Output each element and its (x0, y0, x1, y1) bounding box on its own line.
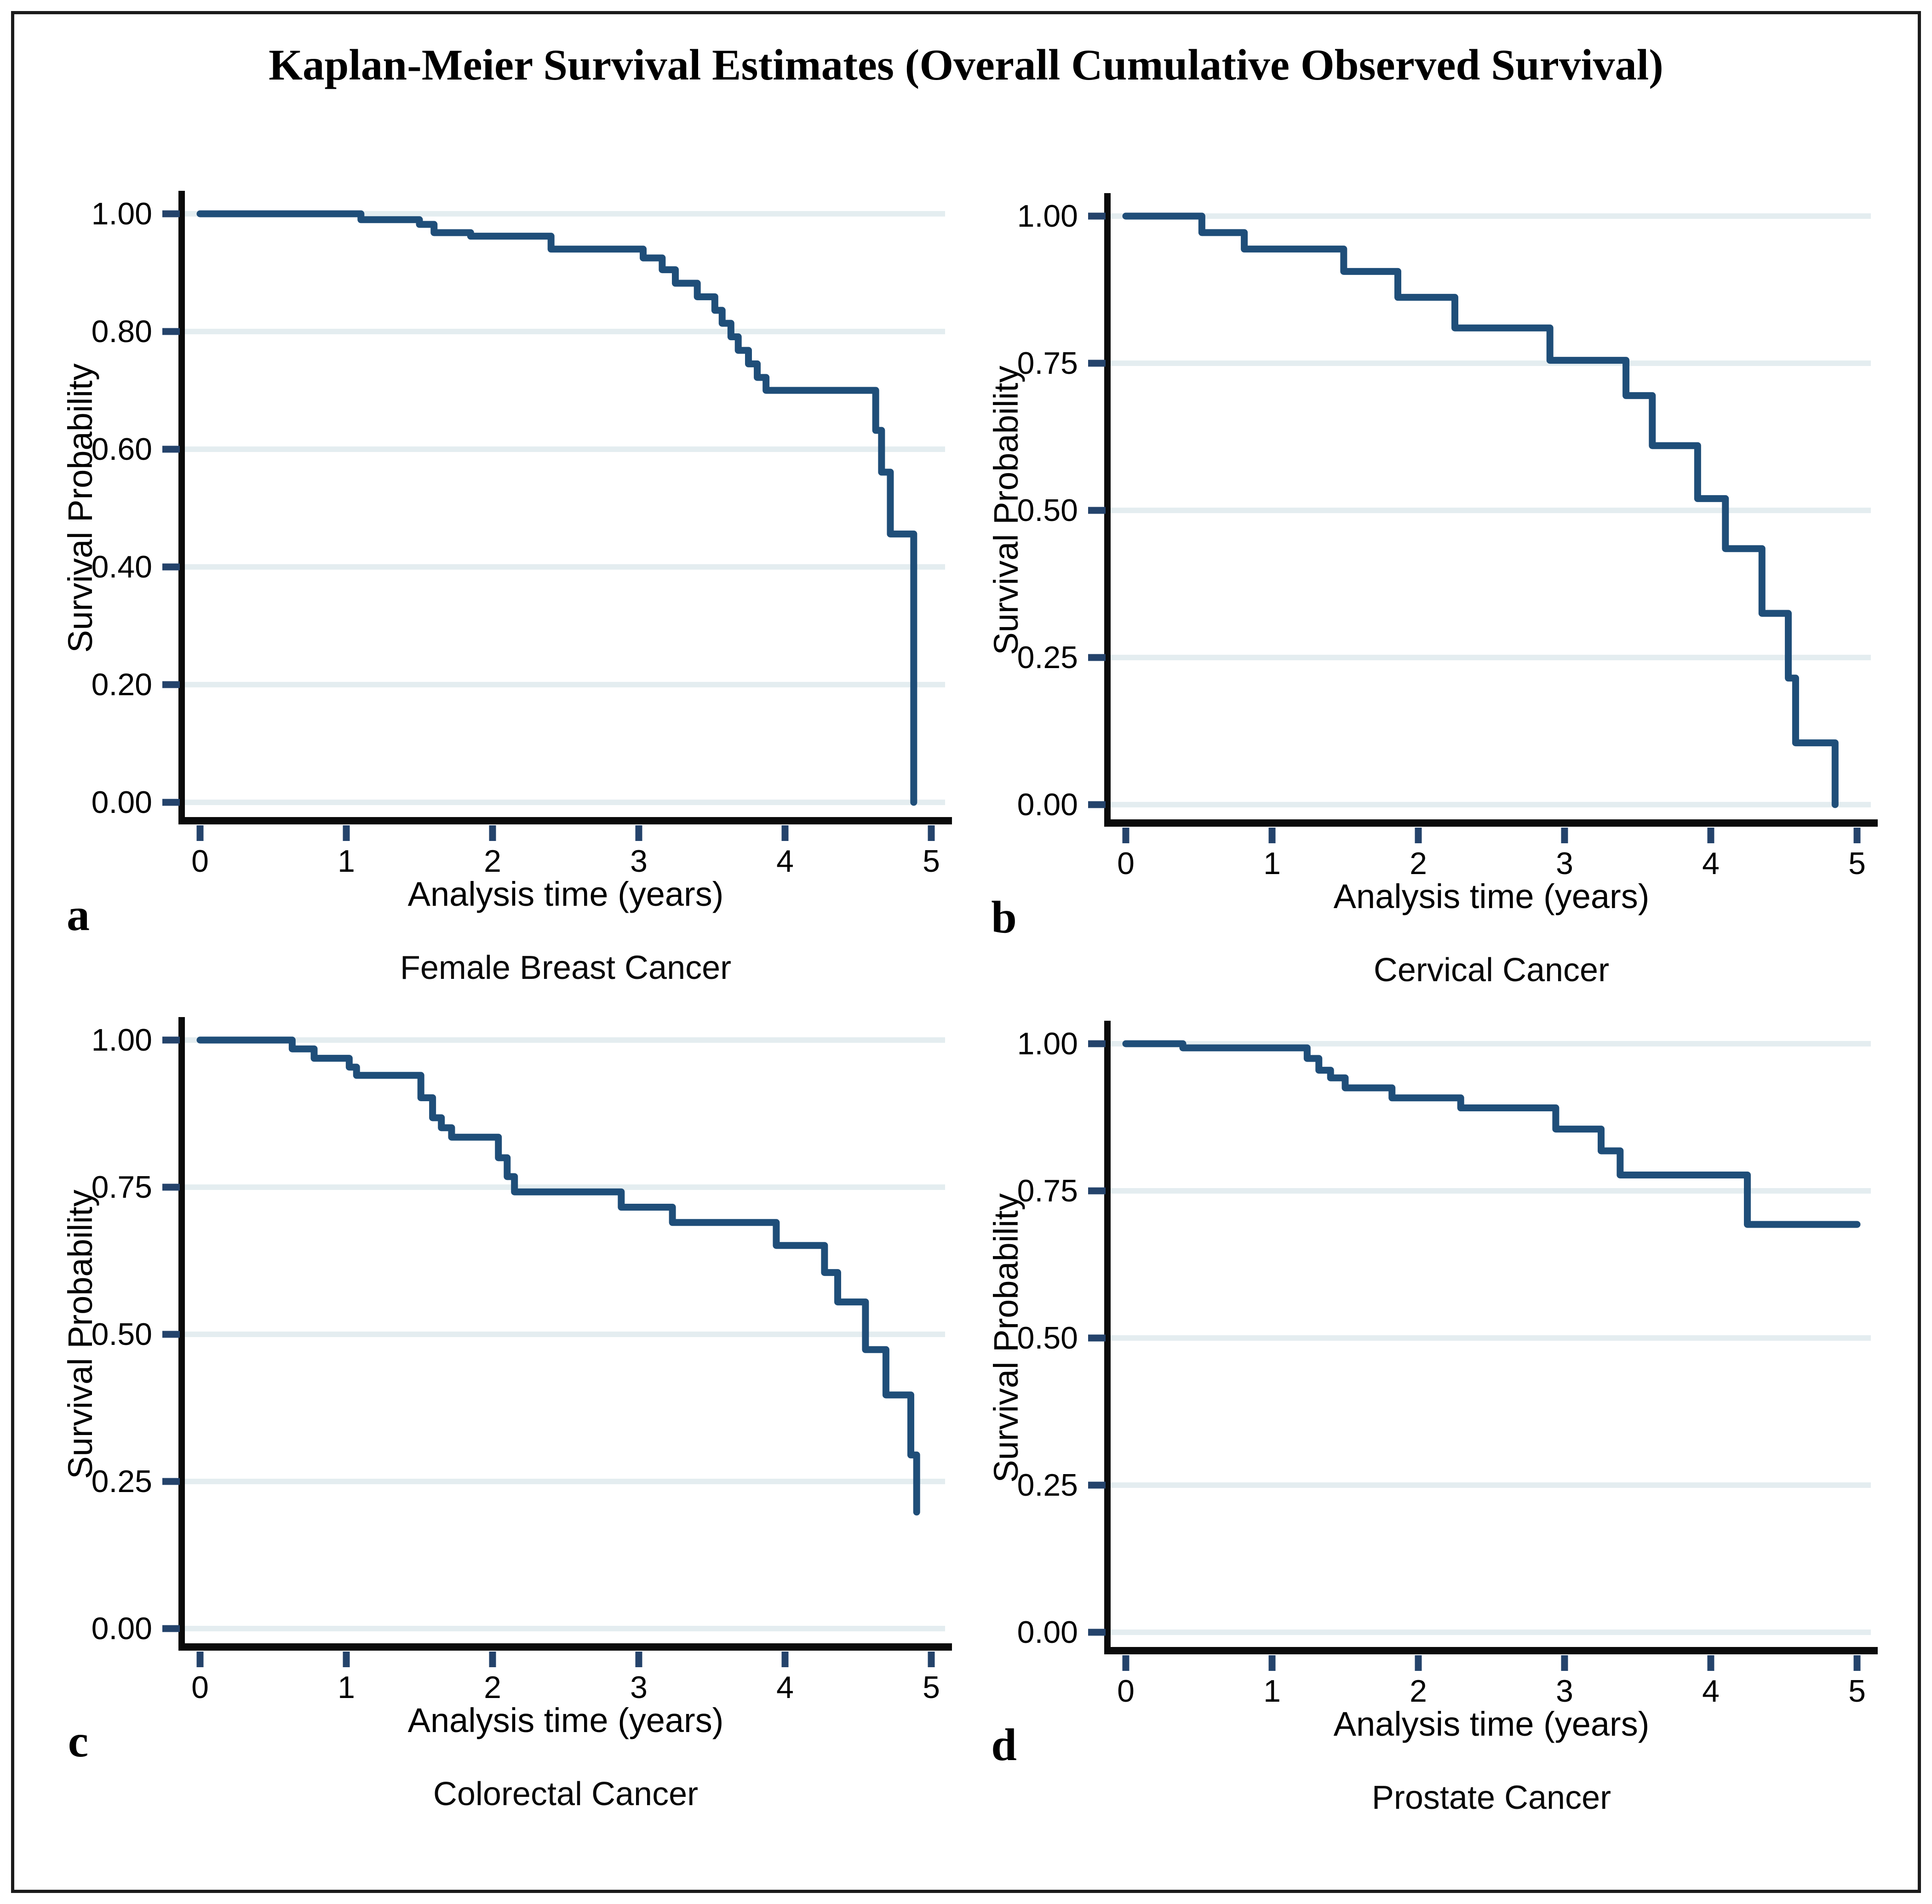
km-plot-breast: 0.00 0.20 0.40 0.60 0.80 1.00 0 1 2 3 4 5 (92, 191, 952, 879)
svg-text:0.50: 0.50 (92, 1317, 152, 1352)
svg-text:3: 3 (630, 844, 648, 879)
panel-subtitle: Colorectal Cancer (433, 1776, 699, 1813)
panel-letter: b (991, 892, 1017, 943)
panel-subtitle: Cervical Cancer (1373, 952, 1610, 989)
figure-title: Kaplan-Meier Survival Estimates (Overall… (269, 40, 1663, 89)
svg-text:0.25: 0.25 (1017, 640, 1078, 675)
panel-letter: d (991, 1719, 1017, 1770)
svg-text:1: 1 (338, 844, 355, 879)
panel-subtitle: Female Breast Cancer (400, 949, 732, 986)
panel-subtitle: Prostate Cancer (1371, 1779, 1611, 1816)
svg-text:0.20: 0.20 (92, 667, 152, 702)
svg-text:0.75: 0.75 (1017, 346, 1078, 381)
svg-text:3: 3 (630, 1670, 648, 1705)
svg-text:0.40: 0.40 (92, 549, 152, 584)
svg-text:0.80: 0.80 (92, 314, 152, 349)
svg-text:0.75: 0.75 (92, 1170, 152, 1205)
panel-letter: a (67, 889, 90, 940)
svg-text:3: 3 (1556, 1674, 1573, 1709)
svg-text:1: 1 (1263, 1674, 1281, 1709)
svg-text:0: 0 (1117, 846, 1135, 881)
svg-text:0.25: 0.25 (1017, 1468, 1078, 1503)
svg-text:0.00: 0.00 (92, 785, 152, 820)
svg-text:0.00: 0.00 (1017, 1615, 1078, 1650)
svg-text:2: 2 (1410, 846, 1427, 881)
svg-text:0.50: 0.50 (1017, 493, 1078, 528)
svg-text:1.00: 1.00 (92, 196, 152, 231)
svg-text:1.00: 1.00 (92, 1023, 152, 1058)
svg-text:2: 2 (484, 1670, 501, 1705)
svg-text:0.50: 0.50 (1017, 1321, 1078, 1355)
km-plot-colorectal: 0.00 0.25 0.50 0.75 1.00 0 1 2 3 4 5 (92, 1017, 952, 1705)
svg-text:4: 4 (776, 1670, 794, 1705)
svg-text:1.00: 1.00 (1017, 199, 1078, 234)
svg-text:3: 3 (1556, 846, 1573, 881)
svg-text:0.00: 0.00 (92, 1611, 152, 1646)
x-axis-title: Analysis time (years) (407, 1701, 724, 1739)
svg-text:1: 1 (338, 1670, 355, 1705)
svg-text:1.00: 1.00 (1017, 1026, 1078, 1061)
svg-text:0: 0 (1117, 1674, 1135, 1709)
svg-text:2: 2 (484, 844, 501, 879)
svg-text:0.75: 0.75 (1017, 1173, 1078, 1208)
svg-text:0.60: 0.60 (92, 432, 152, 467)
svg-text:0: 0 (191, 844, 209, 879)
svg-text:5: 5 (923, 844, 940, 879)
svg-text:5: 5 (1848, 846, 1866, 881)
svg-text:5: 5 (1848, 1674, 1866, 1709)
svg-text:0: 0 (191, 1670, 209, 1705)
svg-text:4: 4 (776, 844, 794, 879)
svg-text:2: 2 (1410, 1674, 1427, 1709)
x-axis-title: Analysis time (years) (1333, 877, 1650, 915)
svg-text:0.25: 0.25 (92, 1464, 152, 1499)
svg-text:4: 4 (1702, 1674, 1720, 1709)
panel-letter: c (68, 1715, 89, 1767)
x-axis-title: Analysis time (years) (407, 875, 724, 913)
svg-text:1: 1 (1263, 846, 1281, 881)
km-plot-cervical: 0.00 0.25 0.50 0.75 1.00 0 1 2 3 4 5 (1017, 193, 1878, 881)
x-axis-title: Analysis time (years) (1333, 1705, 1650, 1743)
svg-text:0.00: 0.00 (1017, 787, 1078, 822)
km-plot-prostate: 0.00 0.25 0.50 0.75 1.00 0 1 2 3 4 5 (1017, 1021, 1878, 1709)
svg-text:5: 5 (923, 1670, 940, 1705)
svg-text:4: 4 (1702, 846, 1720, 881)
